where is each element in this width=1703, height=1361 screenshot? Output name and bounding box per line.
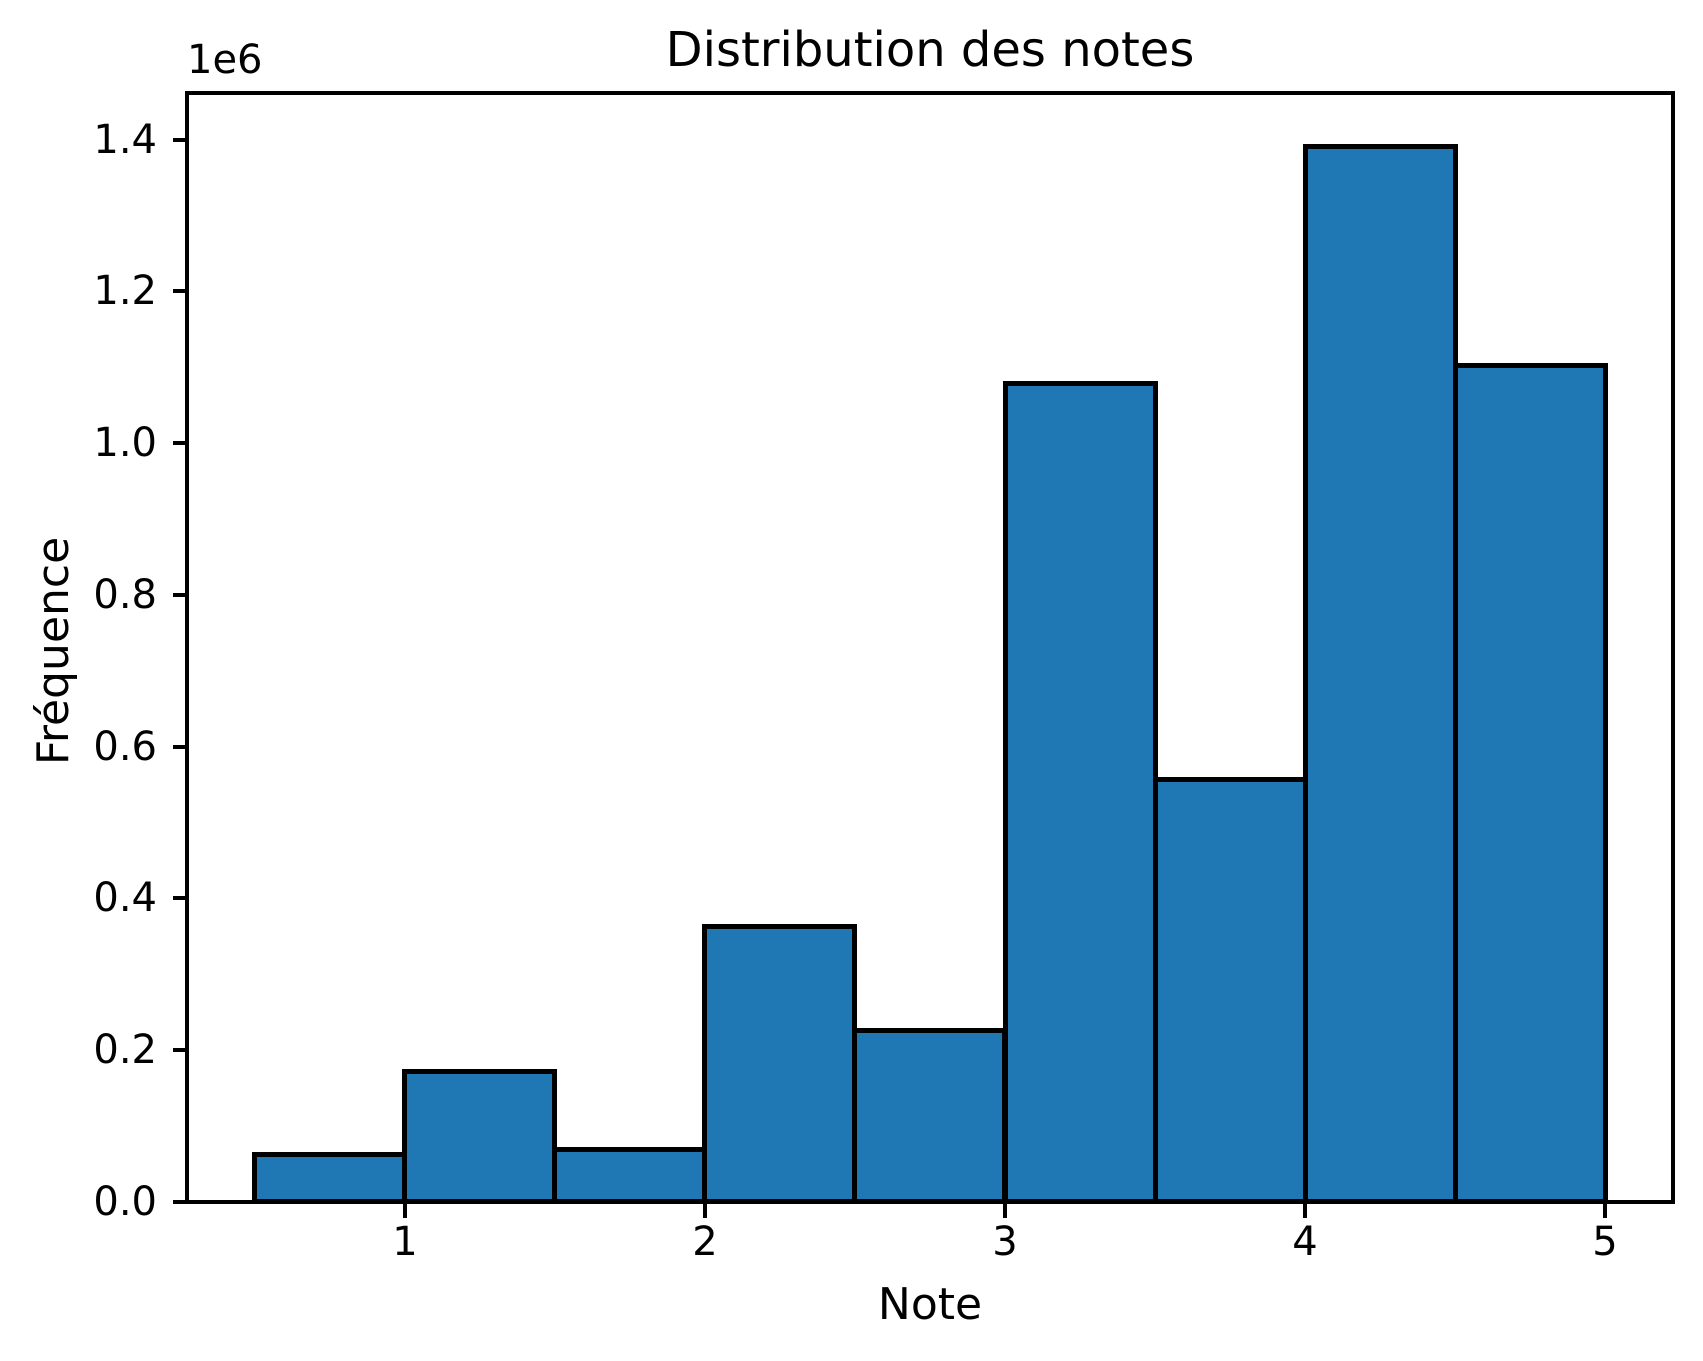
y-tick-label: 0.0 — [93, 1179, 157, 1225]
x-tick-label: 3 — [992, 1219, 1018, 1265]
y-tick-label: 0.8 — [93, 572, 157, 618]
x-tick-label: 4 — [1292, 1219, 1318, 1265]
y-tick-label: 0.2 — [93, 1027, 157, 1073]
y-axis-tick — [173, 593, 187, 597]
x-axis-tick — [1303, 1204, 1307, 1218]
y-axis-tick — [173, 745, 187, 749]
y-axis-tick — [173, 289, 187, 293]
y-tick-label: 1.2 — [93, 268, 157, 314]
y-tick-label: 0.4 — [93, 875, 157, 921]
histogram-bar — [1303, 144, 1458, 1204]
y-axis-tick — [173, 441, 187, 445]
x-axis-tick — [403, 1204, 407, 1218]
x-tick-label: 2 — [692, 1219, 718, 1265]
histogram-bar — [1003, 381, 1158, 1204]
x-axis-tick — [1003, 1204, 1007, 1218]
histogram-bar — [852, 1028, 1007, 1204]
histogram-bar — [552, 1147, 707, 1204]
y-tick-label: 0.6 — [93, 724, 157, 770]
y-axis-tick — [173, 1048, 187, 1052]
y-axis-tick — [173, 896, 187, 900]
histogram-bar — [1453, 363, 1608, 1204]
x-tick-label: 1 — [392, 1219, 418, 1265]
x-axis-tick — [1603, 1204, 1607, 1218]
chart-title: Distribution des notes — [665, 22, 1195, 78]
y-axis-offset-text: 1e6 — [187, 37, 263, 83]
x-tick-label: 5 — [1592, 1219, 1618, 1265]
y-axis-tick — [173, 1200, 187, 1204]
y-axis-tick — [173, 138, 187, 142]
histogram-bar — [252, 1152, 407, 1204]
histogram-bar — [702, 924, 857, 1204]
x-axis-label: Note — [877, 1279, 983, 1330]
histogram-bar — [402, 1069, 557, 1204]
x-axis-tick — [703, 1204, 707, 1218]
histogram-bar — [1153, 777, 1308, 1204]
y-tick-label: 1.4 — [93, 117, 157, 163]
y-tick-label: 1.0 — [93, 420, 157, 466]
